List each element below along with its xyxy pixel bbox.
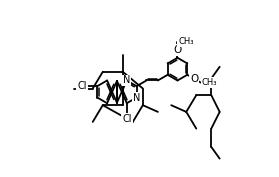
Text: O: O	[190, 74, 198, 84]
Text: CH₃: CH₃	[178, 37, 194, 46]
Text: N: N	[133, 93, 140, 102]
Text: N: N	[123, 75, 131, 85]
Text: Cl: Cl	[122, 114, 131, 124]
Text: CH₃: CH₃	[202, 78, 217, 87]
Text: O: O	[173, 45, 182, 55]
Text: Cl: Cl	[77, 81, 87, 91]
